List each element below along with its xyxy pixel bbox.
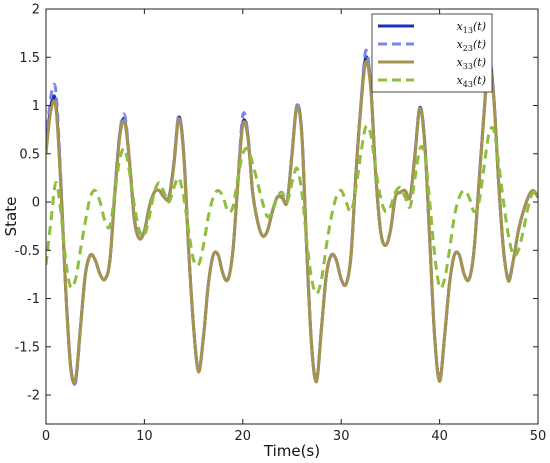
- legend-label-43: x43(t): [457, 74, 486, 89]
- y-tick-label: -1.5: [15, 340, 40, 355]
- series-line-13: [46, 55, 538, 385]
- x-tick-label: 40: [431, 429, 448, 444]
- y-tick-label: 0: [32, 196, 40, 211]
- legend-label-23: x23(t): [457, 38, 486, 53]
- x-tick-label: 10: [136, 429, 153, 444]
- legend-label-33: x33(t): [457, 56, 486, 71]
- y-tick-label: 1.5: [19, 51, 40, 66]
- y-tick-label: 2: [32, 3, 40, 18]
- x-axis-label: Time(s): [263, 442, 320, 460]
- y-tick-label: -1: [27, 292, 40, 307]
- x-tick-label: 0: [42, 429, 50, 444]
- x-tick-label: 20: [235, 429, 252, 444]
- series-line-43: [46, 124, 538, 296]
- legend: x13(t) x23(t) x33(t) x43(t): [371, 13, 493, 93]
- x-tick-label: 30: [333, 429, 350, 444]
- plot-frame: [45, 8, 539, 425]
- series-line-33: [46, 60, 538, 384]
- y-tick-label: 1: [32, 99, 40, 114]
- y-tick-label: -2: [27, 389, 40, 404]
- series-line-23: [46, 48, 538, 386]
- legend-label-13: x13(t): [457, 20, 486, 35]
- y-tick-label: -0.5: [15, 244, 40, 259]
- y-tick-label: 0.5: [19, 147, 40, 162]
- ticks-layer: 0 10 20 30 40 50 -2 -1.5 -1 -0.5 0 0.5 1 1.5 2: [15, 3, 547, 445]
- x-tick-label: 50: [530, 429, 547, 444]
- y-axis-label: State: [2, 197, 20, 237]
- series-layer: [46, 48, 538, 386]
